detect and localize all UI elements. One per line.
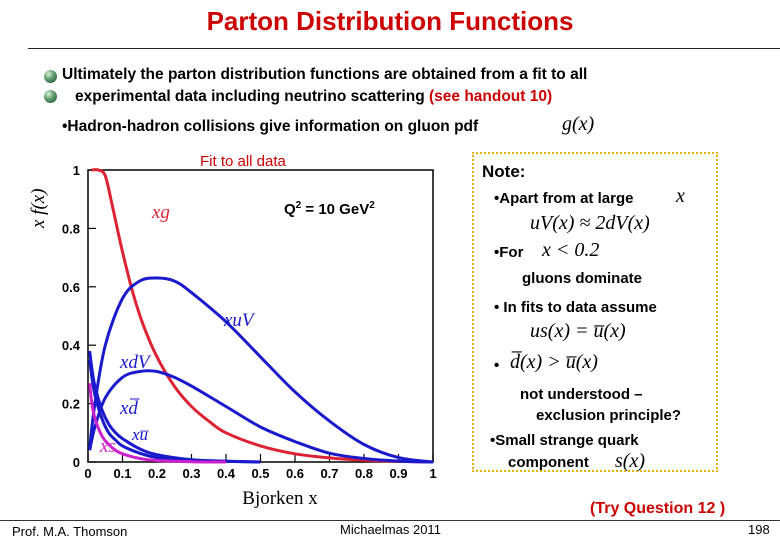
- x-tick-label: 0.5: [251, 466, 269, 481]
- footer-page-number: 198: [748, 522, 770, 537]
- bullet2-text: •Hadron-hadron collisions give informati…: [62, 118, 479, 135]
- note-item3-text: • In fits to data assume: [494, 299, 657, 316]
- x-axis-label: Bjorken x: [242, 488, 318, 509]
- bullet1-line2-text: experimental data including neutrino sca…: [75, 88, 429, 105]
- label-xdbar: xd̅: [119, 398, 140, 419]
- y-tick-label: 0.8: [62, 221, 80, 236]
- bullet1-line2: experimental data including neutrino sca…: [75, 88, 552, 106]
- note-item5-math: s(x): [615, 450, 645, 472]
- x-tick-label: 0.4: [217, 466, 236, 481]
- note-box: [472, 152, 718, 472]
- label-xuv: xuV: [223, 310, 256, 331]
- series-line-1: [88, 276, 434, 464]
- handout-reference: (see handout 10): [428, 88, 553, 105]
- y-tick-label: 1: [73, 163, 80, 178]
- x-axis-ticks: 0 0.1 0.2 0.3 0.4 0.5 0.6 0.7 0.8 0.9 1: [84, 454, 437, 481]
- series-line-5: [88, 383, 227, 464]
- y-tick-label: 0.6: [62, 280, 80, 295]
- x-tick-label: 0.9: [389, 466, 407, 481]
- note-item2-text: •For: [494, 244, 524, 261]
- title-divider: [28, 48, 780, 49]
- note-item1-var: x: [676, 185, 685, 207]
- page-title: Parton Distribution Functions: [206, 6, 574, 36]
- footer-author: Prof. M.A. Thomson: [12, 524, 128, 539]
- pdf-curves: [88, 168, 434, 464]
- x-tick-label: 0: [84, 466, 91, 481]
- x-tick-label: 0.8: [355, 466, 373, 481]
- note-item1-text: •Apart from at large: [494, 190, 634, 207]
- note-item4-text: •: [494, 357, 500, 374]
- x-tick-label: 0.1: [113, 466, 131, 481]
- chart-title: Fit to all data: [200, 153, 287, 170]
- note-item2-math: x < 0.2: [542, 239, 600, 261]
- y-axis-ticks: 0 0.2 0.4 0.6 0.8 1: [62, 163, 96, 470]
- note-item3-math: us(x) = u̅(x): [530, 320, 626, 342]
- note-heading: Note:: [482, 162, 526, 181]
- bullet-icon: [44, 90, 57, 103]
- note-item4-cont2: exclusion principle?: [536, 407, 682, 424]
- note-item2-cont: gluons dominate: [522, 270, 642, 287]
- x-tick-label: 0.6: [286, 466, 304, 481]
- label-xs: xs: [99, 436, 116, 457]
- x-tick-label: 0.3: [182, 466, 200, 481]
- footer-term: Michaelmas 2011: [340, 522, 441, 537]
- bullet-icon: [44, 70, 57, 83]
- q2-annotation: Q2 = 10 GeV2: [284, 200, 375, 218]
- label-xubar: xu̅: [131, 425, 150, 444]
- label-xdv: xdV: [119, 352, 152, 373]
- x-tick-label: 1: [429, 466, 436, 481]
- y-tick-label: 0.2: [62, 397, 80, 412]
- footer-divider: [0, 520, 780, 521]
- series-line-0: [91, 168, 434, 464]
- y-axis-label: x f(x): [28, 188, 49, 229]
- y-tick-label: 0.4: [62, 338, 81, 353]
- label-xg: xg: [151, 202, 170, 223]
- note-item1-math: uV(x) ≈ 2dV(x): [530, 212, 650, 234]
- x-tick-label: 0.2: [148, 466, 166, 481]
- series-line-2: [88, 369, 434, 464]
- note-item5-text: •Small strange quark: [490, 432, 639, 449]
- bullet1-line1: Ultimately the parton distribution funct…: [62, 66, 588, 83]
- note-item5-cont: component: [508, 454, 589, 471]
- note-item4-cont1: not understood –: [520, 386, 643, 403]
- pdf-chart: 0 0.2 0.4 0.6 0.8 1 0 0.1 0.2 0.3 0.4 0.5 0.6 0.7 0.8…: [28, 153, 437, 509]
- x-tick-label: 0.7: [320, 466, 338, 481]
- bullet2-math: g(x): [562, 113, 595, 135]
- note-item4-math: d̅(x) > u̅(x): [510, 351, 598, 373]
- y-tick-label: 0: [73, 455, 80, 470]
- try-question: (Try Question 12 ): [590, 500, 726, 517]
